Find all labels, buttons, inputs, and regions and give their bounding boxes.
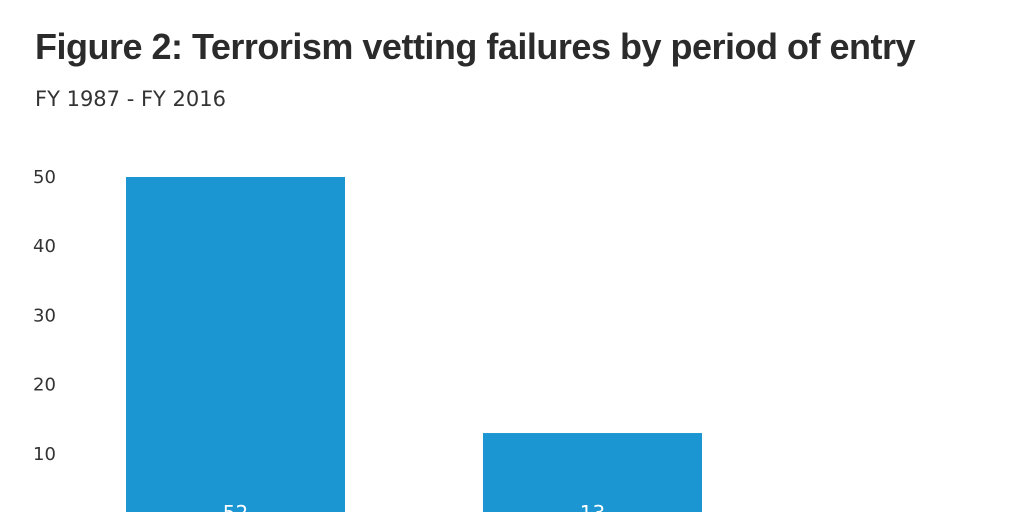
y-tick-label-10: 10 xyxy=(33,444,56,465)
bar-value-label-1: 52 xyxy=(223,501,248,512)
y-tick-label-50: 50 xyxy=(33,167,56,188)
y-tick-label-30: 30 xyxy=(33,305,56,326)
chart-title: Figure 2: Terrorism vetting failures by … xyxy=(35,26,916,67)
y-tick-label-40: 40 xyxy=(33,236,56,257)
chart-subtitle: FY 1987 - FY 2016 xyxy=(35,87,226,111)
y-tick-label-20: 20 xyxy=(33,375,56,396)
bar-1 xyxy=(126,177,345,512)
bar-2 xyxy=(483,433,702,512)
bar-value-label-2: 13 xyxy=(580,501,605,512)
